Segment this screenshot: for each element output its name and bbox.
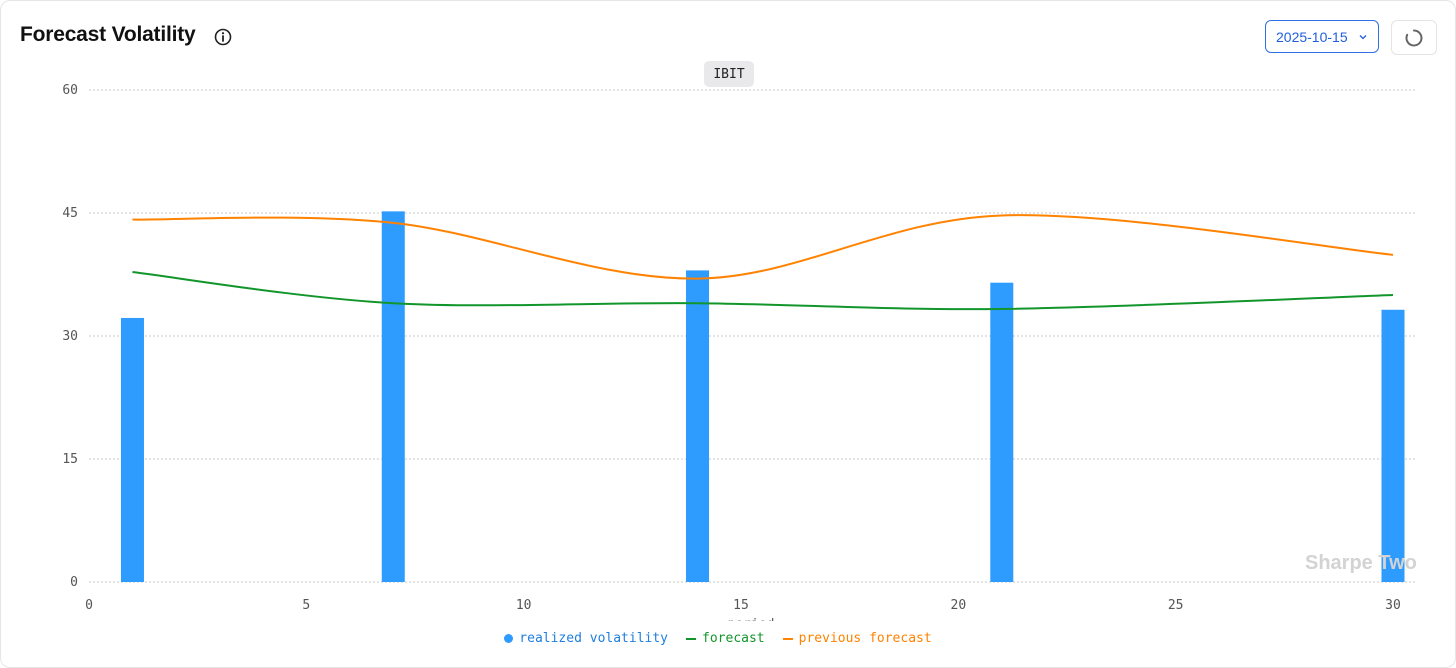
volatility-chart: 0 15 30 45 60 0 5 10 15 20 25 30 period [62,83,1415,621]
bar [381,211,405,583]
date-select-value: 2025-10-15 [1276,28,1348,45]
page-title: Forecast Volatility [20,23,196,46]
x-tick-label: 20 [951,598,967,613]
chart-title-badge: IBIT [704,61,754,87]
y-tick-label: 45 [62,206,78,221]
x-tick-label: 5 [302,598,310,613]
legend-item[interactable]: realized volatility [504,631,668,646]
legend-item[interactable]: previous forecast [782,631,932,646]
legend-label: realized volatility [519,631,669,646]
legend-swatch [686,637,697,640]
bar [1381,309,1405,582]
y-tick-label: 60 [62,83,78,98]
refresh-spinner-icon [1405,29,1423,46]
y-tick-label: 15 [62,452,78,467]
legend-item[interactable]: forecast [686,631,765,646]
x-tick-label: 25 [1168,598,1184,613]
legend-label: forecast [702,631,765,646]
bar [120,317,144,582]
x-tick-label: 0 [85,598,93,613]
y-tick-label: 30 [62,329,78,344]
legend-swatch [782,637,793,640]
watermark: Sharpe Two [1305,552,1417,574]
forecast-line [132,271,1394,311]
x-axis-label: period [728,617,775,621]
x-tick-label: 10 [516,598,532,613]
previous-forecast-line [132,214,1394,280]
bar [686,270,710,582]
refresh-button[interactable] [1391,20,1437,55]
y-tick-label: 0 [70,575,78,590]
legend-label: previous forecast [798,631,932,646]
date-select[interactable]: 2025-10-15 [1265,20,1379,53]
x-tick-label: 15 [733,598,749,613]
legend-swatch [504,634,514,643]
bar [990,282,1014,582]
x-tick-label: 30 [1385,598,1401,613]
chevron-down-icon [1359,35,1367,40]
info-icon[interactable] [213,27,233,47]
chart-legend: realized volatility forecast previous fore… [1,631,1435,646]
